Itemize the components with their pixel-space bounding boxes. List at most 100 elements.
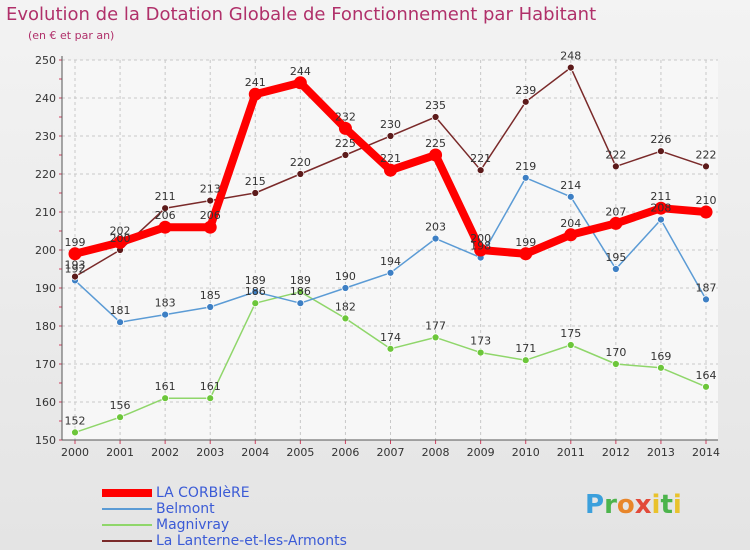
x-tick-label: 2000 — [61, 446, 89, 459]
data-label: 194 — [380, 255, 401, 268]
data-point — [474, 243, 488, 257]
x-tick-label: 2003 — [196, 446, 224, 459]
data-label: 206 — [155, 209, 176, 222]
data-point — [113, 235, 127, 249]
data-point — [611, 162, 620, 171]
data-point — [654, 201, 668, 215]
y-tick-label: 220 — [35, 168, 56, 181]
data-point — [431, 234, 440, 243]
data-point — [657, 147, 665, 156]
data-label: 200 — [470, 232, 491, 245]
data-point — [386, 344, 395, 353]
legend-swatch — [102, 524, 152, 526]
data-point — [521, 97, 530, 106]
x-tick-label: 2001 — [106, 446, 134, 459]
legend-item: La Lanterne-et-les-Armonts — [102, 533, 432, 549]
data-point — [251, 287, 260, 296]
data-point — [116, 413, 124, 422]
data-label: 195 — [605, 251, 626, 264]
data-label: 206 — [200, 209, 221, 222]
data-point — [206, 196, 215, 205]
data-point — [476, 166, 485, 175]
x-tick-label: 2004 — [241, 446, 269, 459]
data-label: 207 — [605, 205, 626, 218]
y-tick-label: 200 — [35, 244, 56, 257]
data-label: 210 — [696, 194, 717, 207]
data-label: 213 — [200, 183, 221, 196]
y-tick-label: 230 — [35, 130, 56, 143]
data-label: 177 — [425, 319, 446, 332]
legend-label: LA CORBIèRE — [156, 485, 250, 501]
data-point — [702, 382, 710, 391]
legend-item: LA CORBIèRE — [102, 485, 432, 501]
data-label: 220 — [290, 156, 311, 169]
data-point — [384, 163, 397, 177]
chart-subtitle: (en € et par an) — [28, 29, 115, 42]
data-label: 189 — [245, 274, 266, 287]
data-label: 161 — [155, 380, 176, 393]
data-label: 190 — [335, 270, 356, 283]
data-point — [251, 189, 260, 197]
data-label: 189 — [290, 274, 311, 287]
data-label: 187 — [696, 281, 717, 294]
data-label: 219 — [515, 160, 536, 173]
data-point — [206, 394, 215, 403]
x-tick-label: 2008 — [422, 446, 450, 459]
data-label: 232 — [335, 110, 356, 123]
data-label: 183 — [155, 297, 176, 310]
data-point — [341, 151, 350, 159]
x-tick-label: 2006 — [331, 446, 359, 459]
data-point — [341, 284, 350, 292]
data-point — [386, 132, 395, 140]
y-tick-label: 180 — [35, 320, 56, 333]
data-label: 221 — [380, 152, 401, 165]
data-point — [476, 348, 485, 357]
legend-swatch — [102, 508, 152, 510]
x-tick-label: 2014 — [692, 446, 720, 459]
data-point — [521, 173, 530, 182]
y-tick-label: 150 — [35, 434, 56, 447]
x-tick-label: 2007 — [377, 446, 405, 459]
data-label: 202 — [110, 224, 131, 237]
data-point — [161, 204, 170, 213]
legend-label: La Lanterne-et-les-Armonts — [156, 533, 347, 549]
data-point — [429, 148, 443, 162]
data-point — [203, 220, 217, 234]
data-label: 170 — [605, 346, 626, 359]
legend-swatch — [102, 540, 152, 542]
data-label: 239 — [515, 84, 536, 97]
data-point — [296, 170, 305, 178]
data-point — [521, 356, 530, 365]
data-label: 164 — [696, 369, 717, 382]
x-tick-label: 2013 — [647, 446, 675, 459]
data-label: 241 — [245, 76, 266, 89]
data-label: 198 — [470, 240, 491, 253]
data-label: 152 — [65, 414, 86, 427]
data-label: 222 — [605, 148, 626, 161]
data-label: 185 — [200, 289, 221, 302]
data-label: 161 — [200, 380, 221, 393]
data-label: 222 — [696, 148, 717, 161]
data-point — [702, 162, 710, 171]
data-label: 175 — [560, 327, 581, 340]
x-tick-label: 2009 — [467, 446, 495, 459]
legend-item: Belmont — [102, 501, 432, 517]
x-tick-label: 2010 — [512, 446, 540, 459]
data-point — [566, 192, 575, 201]
data-point — [566, 341, 575, 349]
data-point — [248, 87, 262, 101]
data-label: 225 — [335, 137, 356, 150]
data-point — [386, 268, 395, 277]
data-point — [206, 303, 215, 311]
data-point — [609, 216, 623, 230]
data-label: 193 — [65, 259, 86, 272]
x-tick-label: 2011 — [557, 446, 585, 459]
legend-label: Belmont — [156, 501, 215, 517]
data-point — [657, 363, 665, 372]
data-point — [611, 265, 620, 273]
data-label: 226 — [650, 133, 671, 146]
x-tick-label: 2002 — [151, 446, 179, 459]
data-label: 169 — [650, 350, 671, 363]
proxiti-logo: Proxiti — [585, 490, 682, 520]
legend-swatch — [102, 489, 152, 497]
